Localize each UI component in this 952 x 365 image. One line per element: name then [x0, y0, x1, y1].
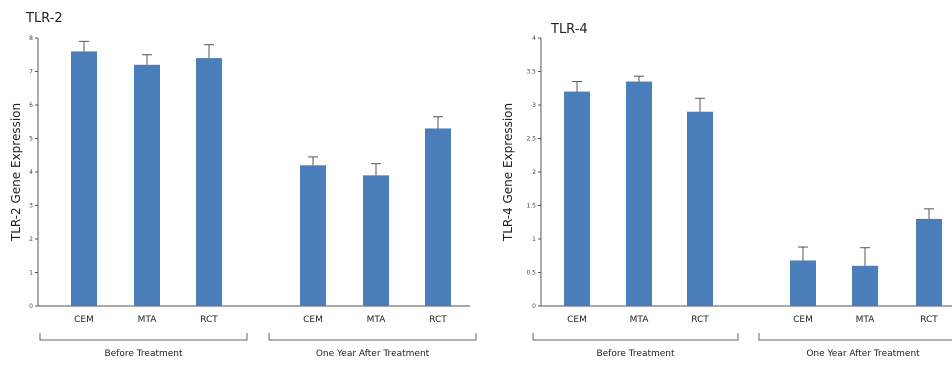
tlr4-group-bracket-1	[758, 333, 952, 341]
tlr4-group-bracket-0	[532, 333, 739, 341]
tlr4-group-label-1: One Year After Treatment	[806, 349, 920, 359]
tlr4-category-label: RCT	[920, 315, 938, 325]
tlr4-y-tick-label: 0	[532, 303, 536, 310]
tlr2-bar-mta-1	[134, 64, 160, 306]
tlr2-category-label: CEM	[303, 315, 323, 325]
tlr2-bar-rct-2	[196, 58, 222, 306]
tlr4-category-label: CEM	[793, 315, 813, 325]
tlr4-bar-cem-3	[790, 260, 816, 306]
tlr2-group-bracket-0	[39, 333, 248, 341]
tlr4-y-tick-label: 1.5	[526, 203, 536, 210]
tlr4-y-tick-label: 0.5	[526, 270, 536, 277]
tlr2-group-label-1: One Year After Treatment	[316, 349, 430, 359]
tlr4-bar-mta-4	[852, 265, 878, 306]
tlr4-category-label: RCT	[691, 315, 709, 325]
tlr2-y-tick-label: 8	[29, 35, 33, 42]
tlr2-y-tick-label: 0	[29, 303, 33, 310]
tlr4-y-tick-label: 4	[532, 35, 536, 42]
tlr4-y-tick-label: 3	[532, 102, 536, 109]
tlr4-chart-title: TLR-4	[550, 22, 588, 37]
tlr2-y-tick-label: 7	[29, 69, 33, 76]
tlr2-y-tick-label: 6	[29, 102, 33, 109]
tlr2-chart: TLR-2 TLR-2 Gene Expression 0 1 2 3 4 5 6 7 8 CEM MT…	[9, 11, 477, 359]
tlr2-y-tick-label: 1	[29, 270, 33, 277]
tlr4-y-tick-label: 2.5	[526, 136, 536, 143]
tlr2-y-tick-label: 2	[29, 236, 33, 243]
tlr2-category-label: CEM	[74, 315, 94, 325]
tlr4-category-label: MTA	[630, 315, 650, 325]
tlr4-category-label: MTA	[856, 315, 876, 325]
tlr2-category-label: RCT	[429, 315, 447, 325]
tlr4-y-tick-label: 1	[532, 236, 536, 243]
tlr2-category-label: MTA	[367, 315, 387, 325]
tlr2-bar-rct-5	[425, 128, 451, 306]
tlr2-y-tick-label: 4	[29, 169, 33, 176]
tlr4-y-tick-label: 2	[532, 169, 536, 176]
tlr2-group-bracket-1	[268, 333, 477, 341]
tlr4-bar-rct-5	[916, 218, 942, 306]
tlr4-y-tick-label: 3.5	[526, 69, 536, 76]
tlr4-chart: TLR-4 TLR-4 Gene Expression 0 0.5 1 1.5 2 2.5 3 3…	[501, 22, 952, 359]
tlr4-bar-mta-1	[626, 81, 652, 306]
tlr4-y-axis-label: TLR-4 Gene Expression	[501, 103, 515, 242]
tlr4-group-label-0: Before Treatment	[596, 349, 675, 359]
tlr2-category-label: RCT	[200, 315, 218, 325]
tlr2-category-label: MTA	[138, 315, 158, 325]
tlr2-chart-title: TLR-2	[25, 11, 63, 26]
tlr2-group-label-0: Before Treatment	[104, 349, 183, 359]
tlr4-category-label: CEM	[567, 315, 587, 325]
tlr2-y-axis-label: TLR-2 Gene Expression	[9, 103, 23, 242]
tlr4-bar-rct-2	[687, 111, 713, 306]
tlr2-bar-mta-4	[363, 175, 389, 306]
tlr2-bar-cem-0	[71, 51, 97, 307]
tlr2-y-tick-label: 3	[29, 203, 33, 210]
tlr2-bar-cem-3	[300, 165, 326, 306]
tlr2-y-tick-label: 5	[29, 136, 33, 143]
tlr4-bar-cem-0	[564, 91, 590, 306]
